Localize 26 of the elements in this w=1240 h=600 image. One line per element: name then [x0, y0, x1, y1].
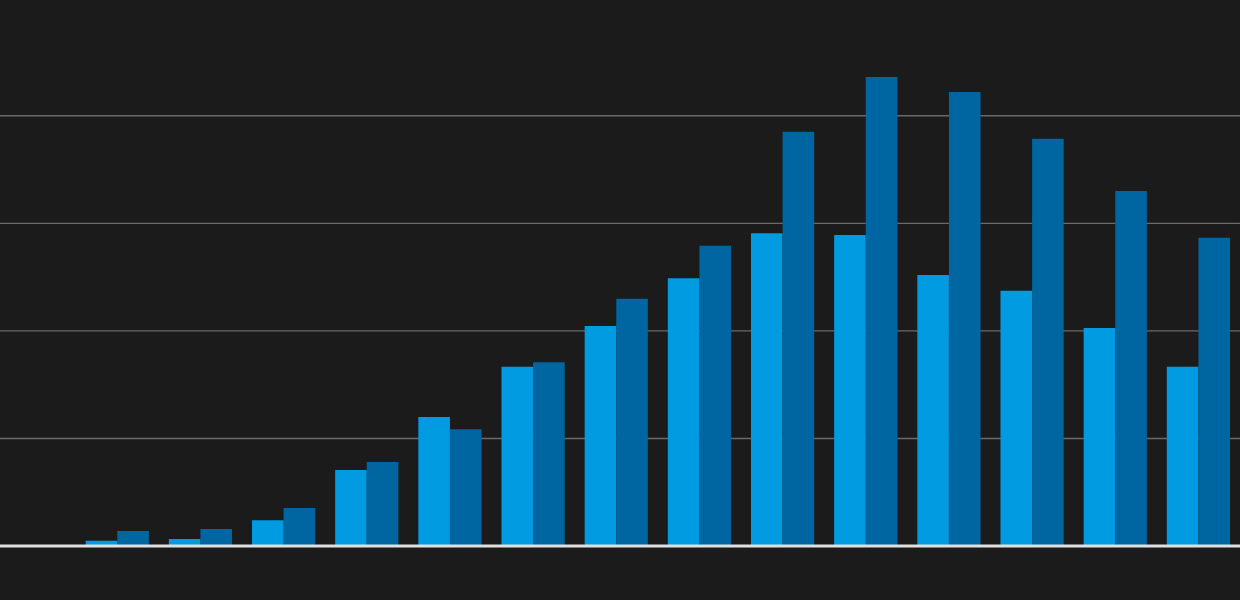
bar [699, 245, 732, 547]
bar [1198, 237, 1231, 547]
bar [917, 274, 949, 547]
bar [1032, 138, 1064, 547]
bar [948, 91, 981, 547]
bar [418, 417, 450, 547]
bar [1115, 190, 1147, 547]
bar [283, 508, 316, 547]
bar [584, 326, 617, 547]
bar [533, 362, 565, 547]
bar [366, 462, 399, 547]
bar [1166, 366, 1199, 547]
bar [616, 298, 648, 547]
bar [865, 76, 898, 547]
bar [750, 233, 783, 547]
bar [1000, 290, 1033, 547]
bar [200, 529, 233, 547]
bar [449, 429, 482, 547]
bar [251, 520, 284, 547]
bar [501, 366, 534, 547]
bar [1083, 327, 1116, 547]
bar [834, 235, 866, 547]
bar [335, 470, 367, 547]
bar [782, 131, 815, 547]
bar [117, 531, 149, 547]
bar [667, 278, 700, 547]
